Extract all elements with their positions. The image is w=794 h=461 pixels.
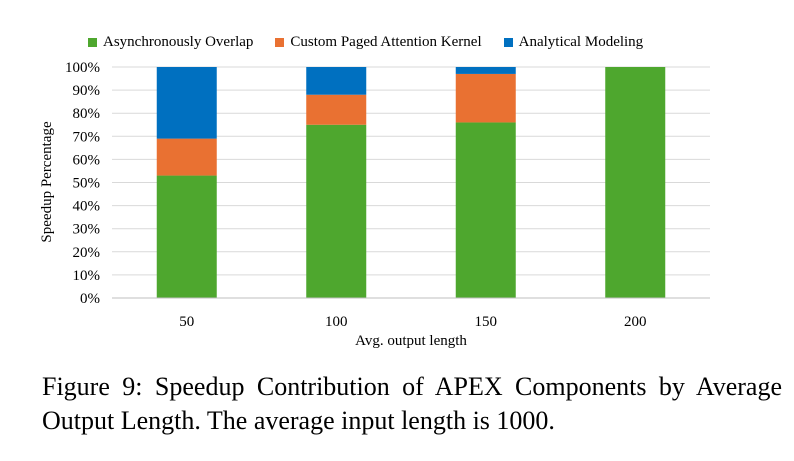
legend-label-modeling: Analytical Modeling — [518, 34, 644, 50]
bar-segment-200-0 — [605, 67, 666, 298]
y-axis-label: Speedup Percentage — [39, 121, 55, 243]
y-tick-label: 20% — [73, 245, 101, 261]
bar-segment-100-1 — [306, 94, 367, 125]
y-tick-label: 80% — [73, 106, 101, 122]
y-tick-labels: 0% 10% 20% 30% 40% 50% 60% 70% 80% 90% 100% — [65, 60, 100, 307]
y-tick-label: 100% — [65, 60, 100, 76]
chart-legend: Asynchronously Overlap Custom Paged Atte… — [88, 34, 643, 51]
y-tick-label: 10% — [73, 268, 101, 284]
legend-item-async: Asynchronously Overlap — [88, 34, 253, 51]
x-tick-label: 100 — [325, 314, 348, 330]
legend-item-modeling: Analytical Modeling — [503, 34, 644, 51]
bar-segment-100-2 — [306, 67, 367, 95]
legend-label-async: Asynchronously Overlap — [103, 34, 254, 50]
y-tick-label: 60% — [73, 152, 101, 168]
bar-segment-50-1 — [156, 138, 217, 176]
y-tick-label: 50% — [73, 176, 101, 192]
x-tick-labels: 50 100 150 200 — [179, 314, 646, 330]
bar-segment-150-2 — [455, 67, 516, 74]
legend-swatch-kernel — [275, 38, 285, 47]
legend-swatch-modeling — [503, 38, 513, 47]
bar-segment-50-2 — [156, 67, 217, 139]
y-tick-label: 30% — [73, 222, 101, 238]
x-tick-label: 200 — [624, 314, 647, 330]
stacked-bar-chart: 0% 10% 20% 30% 40% 50% 60% 70% 80% 90% 100% 50 100 1… — [39, 60, 710, 349]
x-tick-label: 50 — [179, 314, 194, 330]
y-tick-label: 0% — [80, 291, 100, 307]
bar-segment-100-0 — [306, 124, 367, 298]
bar-segment-150-0 — [455, 122, 516, 298]
legend-swatch-async — [88, 38, 97, 47]
y-tick-label: 90% — [73, 83, 101, 99]
bars — [156, 67, 666, 298]
x-axis-label: Avg. output length — [355, 333, 467, 349]
legend-item-kernel: Custom Paged Attention Kernel — [275, 34, 482, 51]
y-tick-label: 40% — [73, 199, 101, 215]
bar-segment-50-0 — [156, 175, 217, 298]
x-tick-label: 150 — [475, 314, 498, 330]
legend-label-kernel: Custom Paged Attention Kernel — [290, 34, 482, 50]
bar-segment-150-1 — [455, 73, 516, 123]
figure-caption: Figure 9: Speedup Contribution of APEX C… — [42, 372, 782, 435]
y-tick-label: 70% — [73, 129, 101, 145]
